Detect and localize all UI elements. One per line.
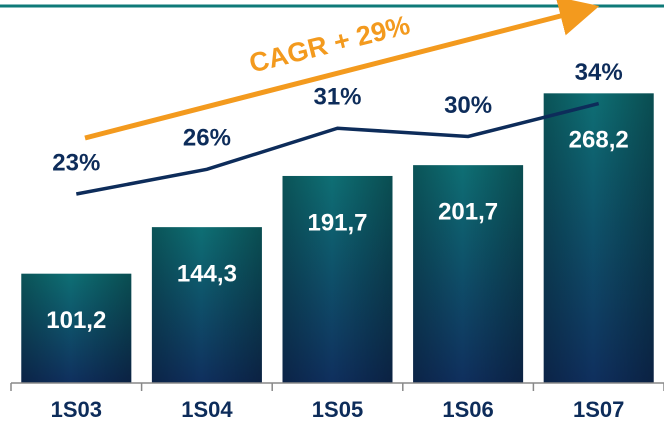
x-tick-label: 1S04: [181, 397, 233, 422]
annotation: CAGR + 29%: [246, 10, 413, 79]
x-tick-label: 1S06: [442, 397, 493, 422]
line-label: 30%: [444, 92, 492, 119]
cagr-arrow: [84, 0, 600, 141]
overlay: CAGR + 29% 23% 26% 31% 30% 34%: [52, 0, 623, 196]
bar-label: 268,2: [569, 127, 629, 154]
bar-label: 101,2: [46, 307, 106, 334]
bars: 101,2 144,3 191,7 201,7 268,2: [21, 93, 654, 384]
x-ticks: 1S03 1S04 1S05 1S06 1S07: [10, 383, 664, 422]
bar-label: 191,7: [307, 209, 367, 236]
x-tick-label: 1S03: [51, 397, 102, 422]
bar-shade: [413, 165, 524, 383]
line-label: 34%: [575, 59, 623, 86]
line-label: 23%: [52, 149, 100, 176]
line: [75, 101, 600, 196]
line-label: 31%: [313, 84, 361, 111]
bar-shade: [151, 227, 262, 383]
bar-shade: [543, 93, 654, 384]
bar-shade: [282, 175, 393, 383]
line-label: 26%: [183, 125, 231, 152]
bar-shade: [21, 273, 132, 383]
x-tick-label: 1S07: [573, 397, 624, 422]
bar-label: 201,7: [438, 199, 498, 226]
x-tick-label: 1S05: [312, 397, 363, 422]
bar-label: 144,3: [177, 260, 237, 287]
